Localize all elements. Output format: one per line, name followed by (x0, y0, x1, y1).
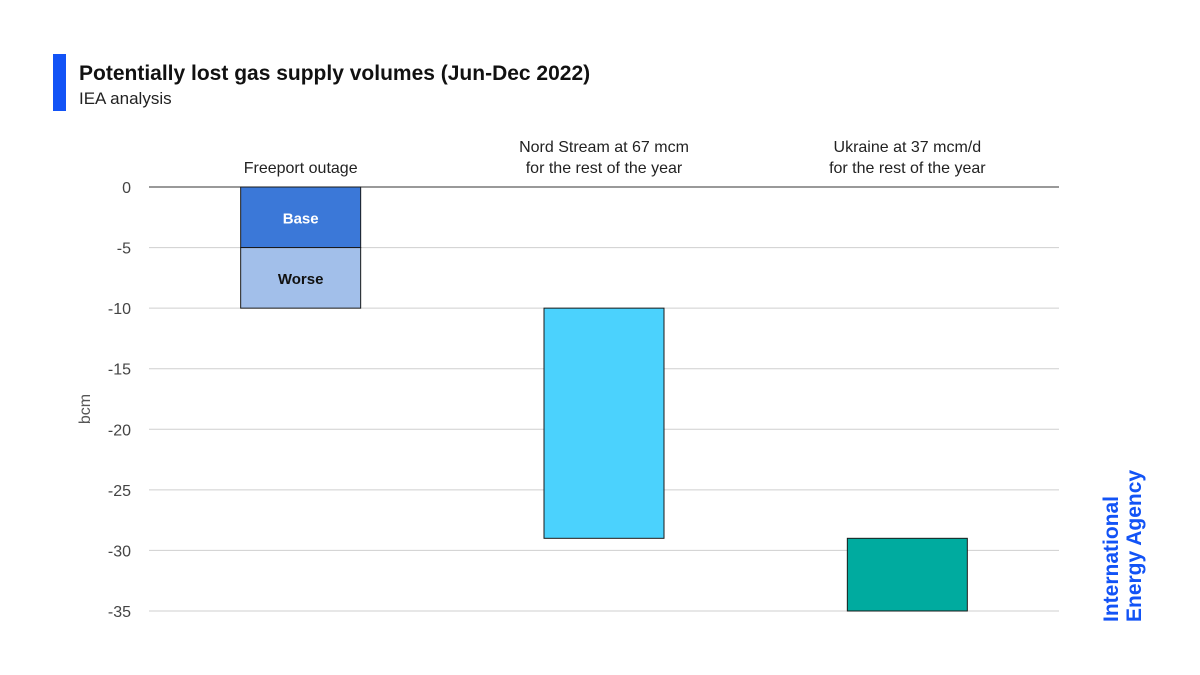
iea-logo: International Energy Agency (1100, 470, 1146, 622)
brand-line-2: Energy Agency (1123, 469, 1146, 622)
y-tick-label: -35 (108, 604, 131, 621)
bar (543, 307, 665, 539)
chart-subtitle: IEA analysis (79, 89, 172, 108)
y-tick-label: -30 (108, 543, 131, 560)
bar-worse (240, 247, 362, 309)
bar-segment-label: Worse (278, 271, 324, 288)
y-tick-label: -5 (117, 241, 131, 258)
y-tick-label: -10 (108, 301, 131, 318)
bar (846, 537, 968, 612)
y-tick-label: -20 (108, 422, 131, 439)
bar-base (240, 186, 362, 249)
bar-segment-label: Base (283, 210, 319, 227)
brand-line-1: International (1100, 495, 1123, 622)
category-label: for the rest of the year (829, 160, 986, 177)
y-tick-label: 0 (122, 180, 131, 197)
y-axis-label: bcm (77, 394, 94, 424)
category-label: Ukraine at 37 mcm/d (834, 139, 982, 156)
y-tick-label: -25 (108, 483, 131, 500)
category-label: Freeport outage (244, 160, 358, 177)
category-label: Nord Stream at 67 mcm (519, 139, 689, 156)
category-label: for the rest of the year (526, 160, 683, 177)
chart-title: Potentially lost gas supply volumes (Jun… (79, 62, 591, 85)
y-tick-label: -15 (108, 362, 131, 379)
title-accent-bar (53, 54, 66, 111)
